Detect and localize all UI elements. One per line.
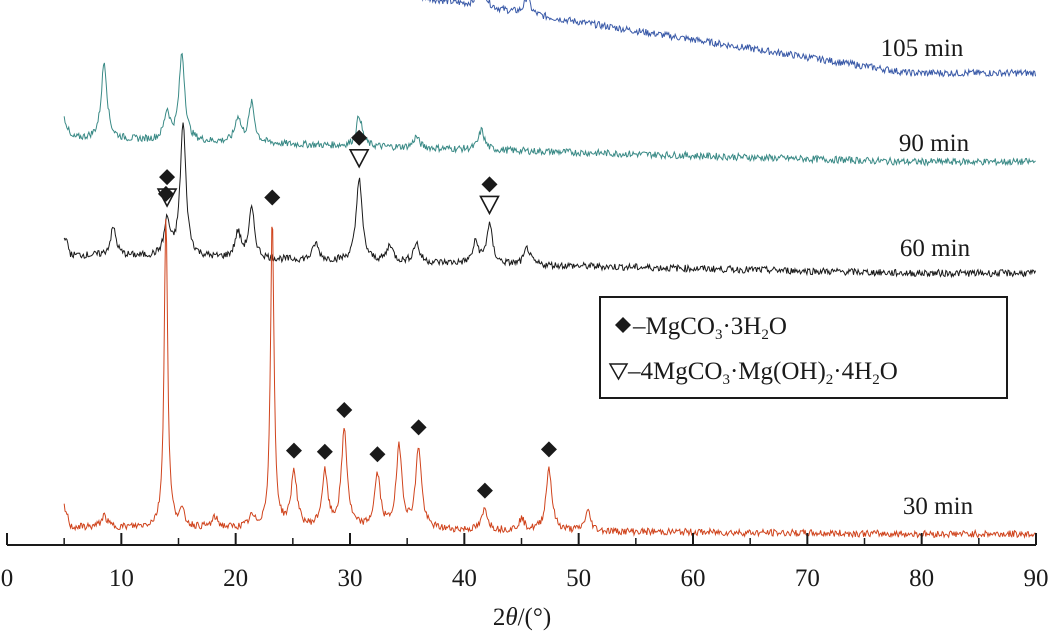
marker-layer: [156, 129, 557, 499]
legend-2-sub2: 2: [826, 372, 834, 388]
mgco3-marker-icon: [264, 189, 281, 206]
legend-1-suffix: O: [769, 313, 787, 340]
series-line: [63, 52, 1036, 167]
mgco3-marker-icon: [159, 169, 176, 186]
x-axis-label-theta: θ: [505, 604, 517, 631]
x-tick-label: 20: [223, 565, 248, 592]
legend-diamond-icon: [615, 317, 631, 333]
legend-2-sub3: 2: [872, 372, 880, 388]
series-line: [422, 0, 1037, 78]
x-axis-label-prefix: 2: [493, 604, 506, 631]
mgco3-marker-icon: [157, 185, 174, 202]
series-line: [63, 122, 1037, 279]
mgco3-marker-icon: [351, 129, 368, 146]
x-axis-label-suffix: /(°): [518, 604, 552, 631]
x-axis-ticks: 0 10 20 30 40 50 60 70 80 90: [1, 533, 1049, 592]
mgco3-marker-icon: [369, 446, 386, 463]
legend-triangle-icon: [608, 363, 629, 381]
series-labels: 105 min 90 min 60 min 30 min: [881, 35, 974, 520]
mgco3-marker-icon: [316, 443, 333, 460]
legend: –MgCO3·3H2O –4MgCO3·Mg(OH)2·4H2O: [599, 296, 1008, 399]
series-line: [63, 218, 1036, 539]
x-tick-label: 80: [909, 565, 934, 592]
x-tick-label: 40: [452, 565, 477, 592]
series-label-30: 30 min: [903, 493, 974, 520]
mgco3-marker-icon: [540, 441, 557, 458]
series-label-105: 105 min: [881, 35, 964, 62]
legend-1-mid: ·3H: [722, 313, 761, 340]
x-tick-label: 90: [1024, 565, 1049, 592]
x-tick-label: 0: [1, 565, 14, 592]
mgco3-marker-icon: [476, 482, 493, 499]
legend-2-suffix: O: [880, 358, 898, 385]
legend-1-sub1: 3: [715, 327, 723, 343]
legend-item-hydromagnesite: –4MgCO3·Mg(OH)2·4H2O: [627, 358, 898, 388]
x-tick-label: 30: [338, 565, 363, 592]
legend-2-sub1: 3: [722, 372, 730, 388]
legend-2-prefix: –4MgCO: [627, 358, 722, 385]
hydromagnesite-marker-icon: [348, 148, 370, 169]
legend-2-suffix2: ·4H: [833, 358, 872, 385]
series-label-90: 90 min: [899, 130, 970, 157]
mgco3-marker-icon: [481, 176, 498, 193]
x-tick-label: 70: [795, 565, 820, 592]
mgco3-marker-icon: [336, 401, 353, 418]
series-layer: [63, 0, 1037, 539]
hydromagnesite-marker-icon: [479, 195, 500, 216]
x-tick-label: 50: [566, 565, 591, 592]
legend-box: [599, 296, 1008, 399]
x-axis-label: 2θ/(°): [493, 604, 551, 631]
legend-1-prefix: –MgCO: [632, 313, 715, 340]
x-tick-label: 10: [109, 565, 134, 592]
mgco3-marker-icon: [410, 419, 427, 436]
legend-item-mgco3-3h2o: –MgCO3·3H2O: [632, 313, 787, 343]
x-tick-label: 60: [681, 565, 706, 592]
series-label-60: 60 min: [900, 235, 971, 262]
legend-1-sub2: 2: [761, 327, 769, 343]
mgco3-marker-icon: [285, 442, 302, 459]
legend-2-mid: ·Mg(OH): [730, 358, 826, 385]
